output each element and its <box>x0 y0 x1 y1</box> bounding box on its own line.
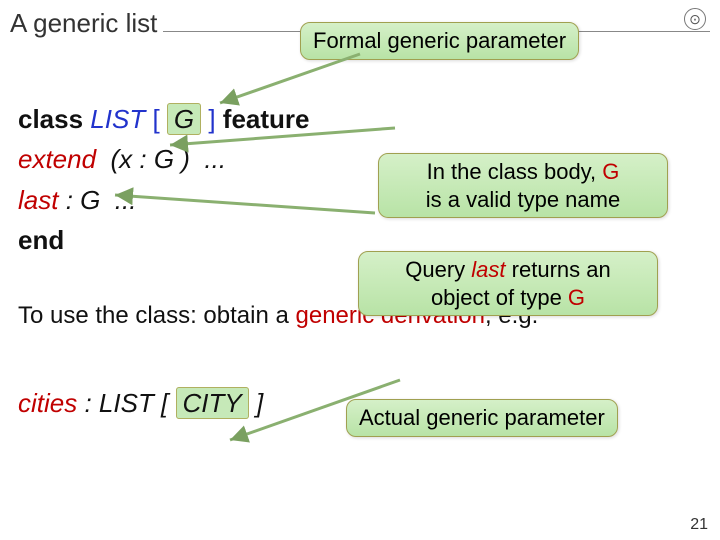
callout-query-g: G <box>568 285 585 310</box>
callout-query-last: last <box>471 257 505 282</box>
rbracket: ] <box>201 104 223 134</box>
callout-query-mid: returns an <box>506 257 611 282</box>
page-number: 21 <box>690 516 708 534</box>
callout-query-l2: object of type <box>431 285 568 310</box>
kw-end: end <box>18 225 64 255</box>
classname-list: LIST <box>90 104 152 134</box>
callout-inbody-g: G <box>602 159 619 184</box>
fn-extend: extend <box>18 144 103 174</box>
prose-pre: To use the class: obtain a <box>18 302 296 329</box>
callout-inbody-l2: is a valid type name <box>426 187 620 212</box>
kw-feature: feature <box>223 104 310 134</box>
callout-formal: Formal generic parameter <box>300 22 579 60</box>
callout-query-pre: Query <box>405 257 471 282</box>
var-cities: cities <box>18 388 77 418</box>
extend-sig: (x : G ) ... <box>103 144 226 174</box>
callout-inbody-l1a: In the class body, <box>427 159 603 184</box>
callout-actual: Actual generic parameter <box>346 399 618 437</box>
lower-mid: : LIST [ <box>77 388 175 418</box>
fn-last: last <box>18 185 58 215</box>
lbracket: [ <box>152 104 166 134</box>
callout-actual-text: Actual generic parameter <box>359 405 605 430</box>
callout-query: Query last returns an object of type G <box>358 251 658 316</box>
code-line-1: class LIST [ G ] feature <box>18 99 702 139</box>
actual-param-city: CITY <box>176 387 249 419</box>
content-area: class LIST [ G ] feature extend (x : G )… <box>0 99 720 419</box>
lower-rbr: ] <box>249 388 263 418</box>
callout-inbody: In the class body, G is a valid type nam… <box>378 153 668 218</box>
callout-formal-text: Formal generic parameter <box>313 28 566 53</box>
kw-class: class <box>18 104 90 134</box>
generic-param-g: G <box>167 103 201 135</box>
corner-emblem-icon: ⊙ <box>684 8 706 30</box>
last-sig: : G ... <box>58 185 136 215</box>
page-title: A generic list <box>10 8 157 39</box>
